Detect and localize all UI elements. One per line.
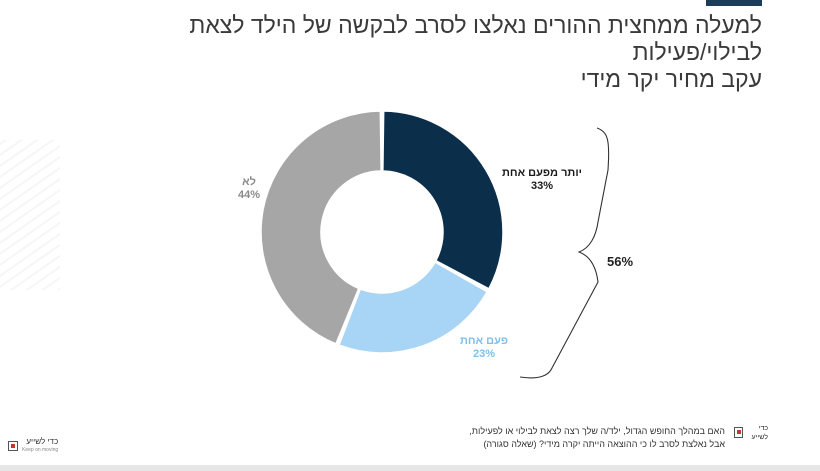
title-line-2: עקב מחיר יקר מידי	[580, 66, 762, 92]
slice-label-text: פעם אחת	[460, 335, 509, 347]
slice-label-no: לא 44%	[238, 176, 260, 202]
decorative-stripes	[0, 140, 60, 290]
footnote-line-1: האם במהלך החופש הגדול, ילד/ה שלך רצה לצא…	[469, 426, 725, 436]
slice-once	[338, 261, 489, 354]
slice-label-more-than-once: יותר מפעם אחת 33%	[502, 167, 582, 193]
logo-mark-icon	[734, 427, 744, 438]
bracket-total-label: 56%	[606, 254, 634, 269]
logo-left-sub: Keep on moving	[22, 447, 59, 453]
logo-mark-icon	[8, 441, 18, 451]
logo-right-name: כדי לשייע	[751, 425, 768, 441]
slice-value-label: 23%	[473, 348, 496, 360]
slice-label-text: לא	[242, 176, 256, 188]
slice-value-label: 44%	[238, 189, 261, 201]
slice-value-label: 33%	[530, 180, 553, 192]
bracket	[519, 127, 610, 379]
footnote-line-2: אבל נאלצת לסרב לו כי ההוצאה הייתה יקרה מ…	[483, 439, 725, 449]
logo-left-name: כדי לשייע	[26, 437, 59, 446]
slice-no	[260, 110, 382, 345]
slice-more-than-once	[382, 110, 504, 290]
title-line-1: למעלה ממחצית ההורים נאלצו לסרב לבקשה של …	[189, 12, 762, 65]
slice-label-text: יותר מפעם אחת	[502, 167, 582, 179]
question-footnote: האם במהלך החופש הגדול, ילד/ה שלך רצה לצא…	[469, 425, 725, 451]
slice-label-once: פעם אחת 23%	[460, 335, 508, 361]
top-accent-bar	[706, 0, 762, 6]
bottom-strip	[0, 465, 820, 471]
brand-logo-left: כדי לשייע Keep on moving	[8, 436, 66, 456]
logo-text: כדי לשייע Keep on moving	[22, 437, 58, 455]
brand-logo-right: כדי לשייע	[734, 424, 768, 452]
page-title: למעלה ממחצית ההורים נאלצו לסרב לבקשה של …	[142, 12, 762, 93]
